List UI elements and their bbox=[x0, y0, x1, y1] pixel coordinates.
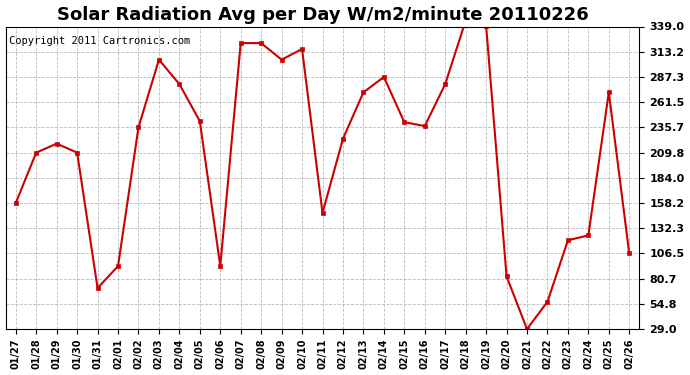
Title: Solar Radiation Avg per Day W/m2/minute 20110226: Solar Radiation Avg per Day W/m2/minute … bbox=[57, 6, 589, 24]
Text: Copyright 2011 Cartronics.com: Copyright 2011 Cartronics.com bbox=[9, 36, 190, 46]
